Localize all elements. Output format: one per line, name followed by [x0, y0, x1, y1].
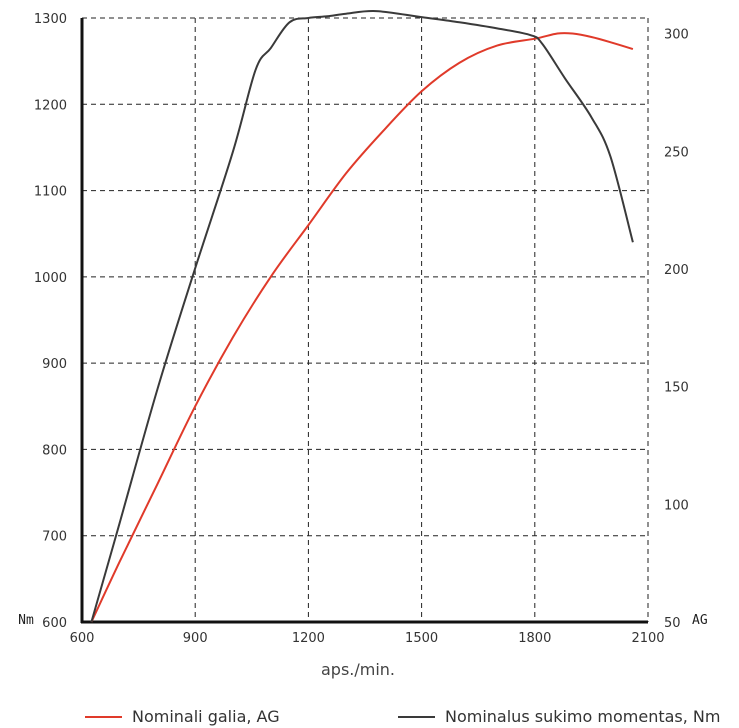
y-left-tick-label: 1100	[34, 185, 67, 200]
legend-item-power: Nominali galia, AG	[85, 707, 280, 726]
axes	[80, 18, 648, 624]
y-right-tick-label: 50	[664, 616, 681, 631]
y-right-tick-label: 100	[664, 498, 689, 513]
x-tick-label: 1200	[292, 631, 325, 646]
y-left-tick-label: 900	[42, 357, 67, 372]
y-right-tick-label: 150	[664, 381, 689, 396]
legend: Nominali galia, AG Nominalus sukimo mome…	[85, 707, 720, 726]
x-tick-label: 900	[183, 631, 208, 646]
y-right-tick-label: 200	[664, 263, 689, 278]
x-tick-labels: 600 900 1200 1500 1800 2100	[70, 631, 665, 646]
y-left-tick-label: 1200	[34, 98, 67, 113]
y-left-tick-label: 700	[42, 530, 67, 545]
x-tick-label: 1500	[405, 631, 438, 646]
x-tick-label: 1800	[518, 631, 551, 646]
y-right-tick-labels: 50 100 150 200 250 300	[664, 28, 689, 631]
grid	[82, 17, 649, 622]
x-axis-title: aps./min.	[321, 660, 395, 679]
series-lines	[90, 10, 634, 623]
legend-label-power: Nominali galia, AG	[132, 707, 280, 726]
series-line-power	[90, 32, 634, 623]
y-right-tick-label: 250	[664, 145, 689, 160]
y-left-tick-label: 600	[42, 616, 67, 631]
y-left-unit: Nm	[18, 613, 34, 628]
y-left-tick-label: 1300	[34, 12, 67, 27]
legend-item-torque: Nominalus sukimo momentas, Nm	[398, 707, 720, 726]
y-right-tick-label: 300	[664, 28, 689, 43]
legend-label-torque: Nominalus sukimo momentas, Nm	[445, 707, 720, 726]
x-tick-label: 600	[70, 631, 95, 646]
y-left-tick-label: 1000	[34, 271, 67, 286]
x-tick-label: 2100	[631, 631, 664, 646]
y-right-unit: AG	[692, 613, 708, 628]
series-line-torque	[90, 10, 634, 623]
y-left-tick-label: 800	[42, 443, 67, 458]
y-left-tick-labels: 600 700 800 900 1000 1100 1200 1300	[34, 12, 67, 631]
